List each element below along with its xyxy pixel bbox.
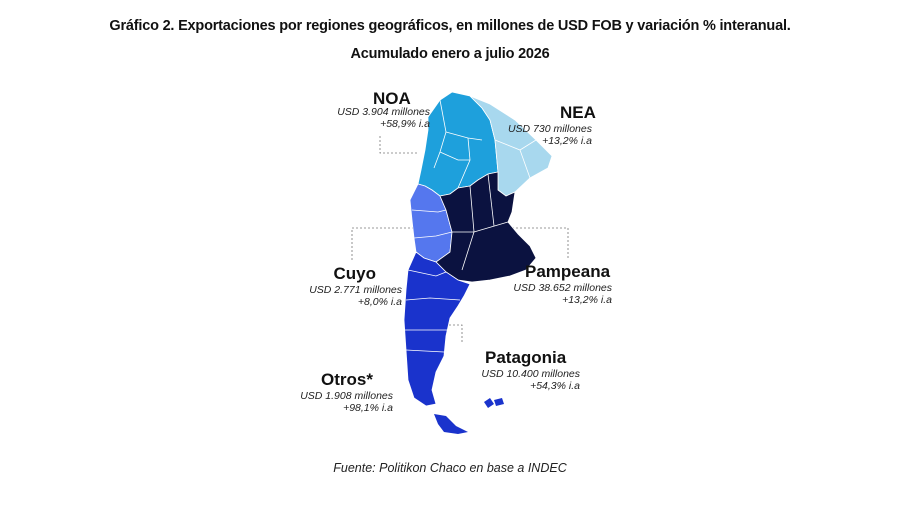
region-name-pampeana: Pampeana (525, 262, 611, 281)
islas-malvinas (484, 398, 504, 408)
region-value-nea: USD 730 millones (507, 123, 592, 135)
leader-line-noa (379, 136, 418, 154)
region-name-nea: NEA (560, 103, 596, 122)
region-name-cuyo: Cuyo (333, 264, 377, 283)
region-name-patagonia: Patagonia (485, 348, 567, 367)
label-nea: NEA USD 730 millones +13,2% i.a (470, 103, 596, 147)
region-value-pampeana: USD 38.652 millones (513, 282, 612, 294)
leader-line-pampeana (505, 227, 569, 258)
label-patagonia: Patagonia USD 10.400 millones +54,3% i.a (465, 348, 580, 392)
region-change-otros: +98,1% i.a (343, 402, 393, 414)
region-value-otros: USD 1.908 millones (300, 390, 393, 402)
chart-title: Gráfico 2. Exportaciones por regiones ge… (109, 18, 791, 34)
region-tierra-del-fuego (434, 414, 468, 434)
label-otros: Otros* USD 1.908 millones +98,1% i.a (265, 370, 393, 414)
region-patagonia (403, 251, 471, 407)
source-footnote: Fuente: Politikon Chaco en base a INDEC (333, 461, 567, 475)
region-change-cuyo: +8,0% i.a (357, 296, 402, 308)
region-change-nea: +13,2% i.a (542, 135, 592, 147)
label-noa: NOA (373, 89, 493, 109)
chart-subtitle: Acumulado enero a julio 2026 (350, 46, 550, 62)
region-change-pampeana: +13,2% i.a (562, 294, 612, 306)
region-value-noa: USD 3.904 millones (337, 106, 430, 118)
leader-line-cuyo (351, 227, 420, 260)
region-name-otros: Otros* (321, 370, 373, 389)
region-value-cuyo: USD 2.771 millones (309, 284, 402, 296)
region-name-noa: NOA (373, 89, 411, 108)
label-noa-values: USD 3.904 millones +58,9% i.a (300, 106, 430, 130)
label-pampeana: Pampeana USD 38.652 millones +13,2% i.a (500, 262, 612, 306)
region-value-patagonia: USD 10.400 millones (481, 368, 580, 380)
region-change-noa: +58,9% i.a (380, 118, 430, 130)
label-cuyo: Cuyo USD 2.771 millones +8,0% i.a (270, 264, 402, 308)
region-change-patagonia: +54,3% i.a (530, 380, 580, 392)
